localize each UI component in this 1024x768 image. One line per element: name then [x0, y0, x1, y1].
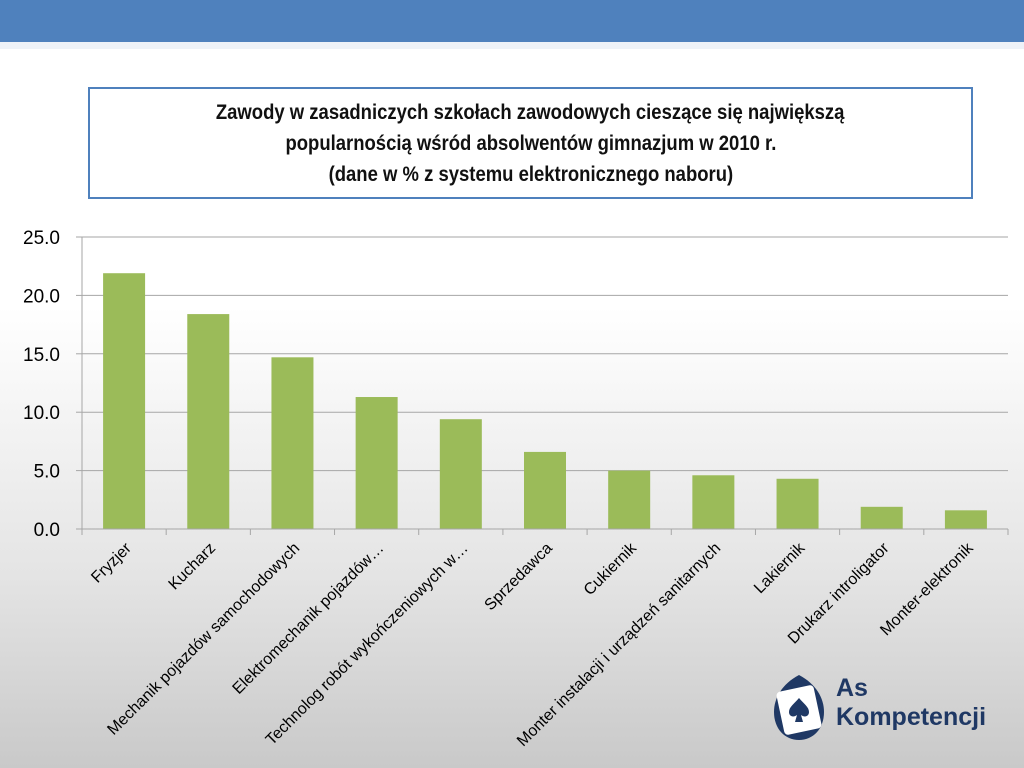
bar	[103, 273, 146, 529]
header-divider	[0, 42, 1024, 49]
y-tick-label: 25.0	[23, 228, 60, 249]
y-tick-label: 15.0	[23, 345, 60, 366]
bar	[187, 314, 230, 529]
y-tick-label: 0.0	[34, 520, 60, 541]
x-category-label: Lakiernik	[751, 539, 809, 597]
x-category-label: Elektromechanik pojazdów…	[230, 540, 388, 698]
y-tick-label: 10.0	[23, 403, 60, 424]
y-tick-label: 20.0	[23, 286, 60, 307]
bar-chart: 0.0 5.0 10.0 15.0 20.0 25.0 Fryzjer KucharzMech…	[23, 228, 1009, 750]
chart-title-box: Zawody w zasadniczych szkołach zawodowyc…	[88, 87, 973, 199]
header-bar	[0, 0, 1024, 42]
bar	[524, 451, 566, 529]
y-tick-label: 5.0	[34, 462, 60, 483]
bar	[776, 478, 819, 529]
x-category-label: Monter-elektronik	[877, 539, 977, 639]
bar	[608, 470, 651, 529]
chart-title-line-1: Zawody w zasadniczych szkołach zawodowyc…	[216, 100, 845, 124]
logo-line-1: As	[836, 674, 868, 702]
chart-title-line-2: popularnością wśród absolwentów gimnazju…	[285, 131, 776, 155]
x-category-label: Mechanik pojazdów samochodowych	[104, 540, 303, 739]
x-category-label: Cukiernik	[581, 539, 641, 599]
bar	[860, 506, 903, 529]
chart-title-line-3: (dane w % z systemu elektronicznego nabo…	[328, 162, 733, 186]
x-category-label: Sprzedawca	[482, 540, 556, 614]
bar	[271, 357, 314, 529]
x-category-label: Fryzjer	[88, 539, 135, 586]
logo-line-2: Kompetencji	[836, 703, 987, 731]
bar	[944, 510, 987, 529]
bar	[355, 397, 398, 529]
spade-icon	[774, 675, 824, 740]
bar	[439, 419, 482, 529]
bar	[692, 475, 735, 529]
x-category-label: Kucharz	[166, 540, 220, 594]
logo: As Kompetencji	[768, 670, 1008, 750]
